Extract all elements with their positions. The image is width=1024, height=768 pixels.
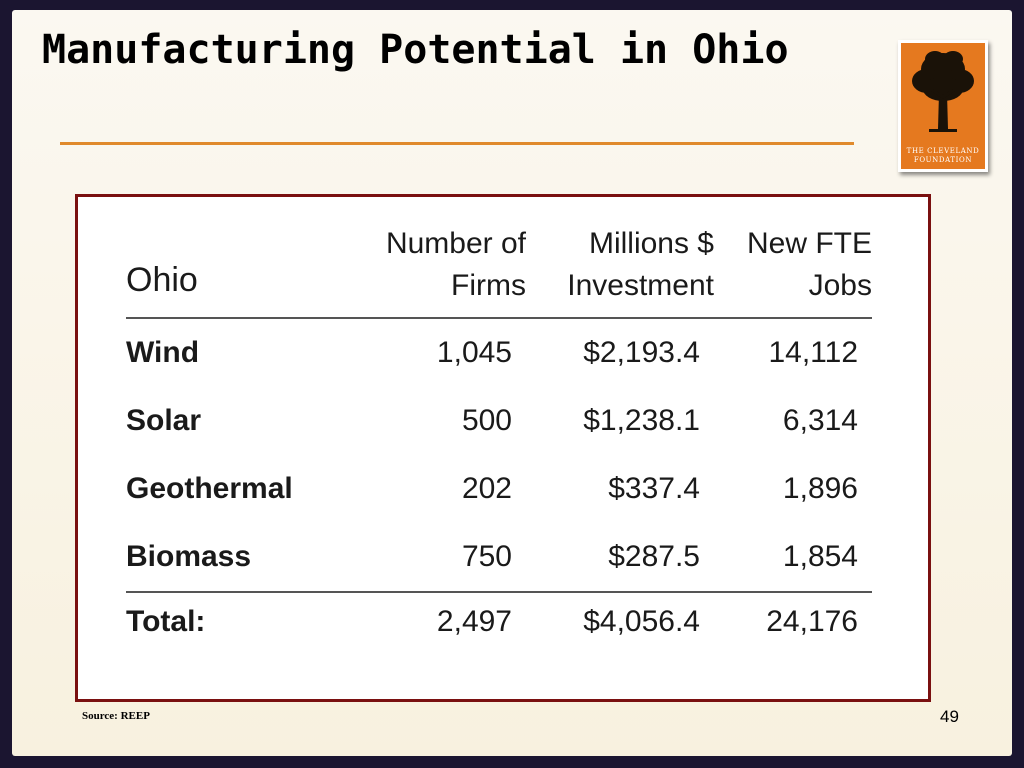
logo-wordmark: THE CLEVELAND FOUNDATION [901,147,985,165]
row-label: Wind [126,336,200,369]
row-label: Geothermal [126,472,293,505]
table-row: Geothermal 202 $337.4 1,896 [126,455,872,523]
row-jobs: 1,854 [782,540,858,573]
header-number-of-firms: Number of Firms [385,227,526,302]
slide: Manufacturing Potential in Ohio THE CLEV… [12,10,1012,756]
slide-title: Manufacturing Potential in Ohio [42,27,789,73]
logo-line-2: FOUNDATION [913,156,973,164]
row-firms: 1,045 [436,336,512,369]
row-investment: $337.4 [608,472,700,505]
row-investment: $2,193.4 [583,336,700,369]
row-firms: 500 [461,404,512,437]
total-jobs: 24,176 [766,605,858,638]
row-label: Solar [126,404,202,437]
tree-icon [912,51,974,132]
row-firms: 202 [461,472,512,505]
table-row: Solar 500 $1,238.1 6,314 [126,387,872,455]
table-row: Biomass 750 $287.5 1,854 [126,523,872,592]
row-investment: $1,238.1 [583,404,700,437]
row-jobs: 14,112 [768,336,858,369]
table-frame: Ohio Number of Firms Millions $ Investme… [75,194,931,702]
row-firms: 750 [461,540,512,573]
title-divider [60,142,854,145]
row-jobs: 1,896 [782,472,858,505]
row-investment: $287.5 [608,540,700,573]
header-new-fte-jobs: New FTE Jobs [746,227,872,302]
logo-line-1: THE CLEVELAND [906,147,980,155]
header-millions-investment: Millions $ Investment [567,227,714,302]
table-header-row: Ohio Number of Firms Millions $ Investme… [126,211,872,318]
total-investment: $4,056.4 [583,605,700,638]
source-note: Source: REEP [82,710,150,722]
total-firms: 2,497 [436,605,512,638]
manufacturing-table: Ohio Number of Firms Millions $ Investme… [126,211,872,651]
row-jobs: 6,314 [782,404,858,437]
header-region: Ohio [126,261,198,299]
page-number: 49 [940,707,959,726]
table-row: Wind 1,045 $2,193.4 14,112 [126,318,872,387]
row-label: Biomass [126,540,252,573]
total-label: Total: [126,605,206,638]
cleveland-foundation-logo: THE CLEVELAND FOUNDATION [898,40,988,172]
table-total-row: Total: 2,497 $4,056.4 24,176 [126,592,872,651]
